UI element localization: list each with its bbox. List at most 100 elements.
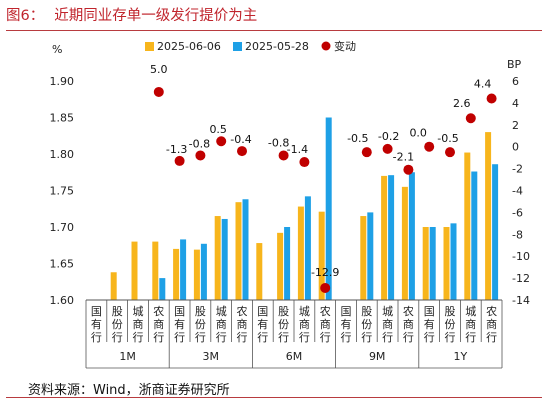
right-tick-label: 6 — [512, 75, 519, 88]
category-label-char: 份 — [361, 318, 372, 331]
category-label: 国有行 — [341, 305, 352, 344]
category-label-char: 商 — [299, 317, 310, 331]
category-label-char: 行 — [153, 331, 164, 344]
bar-series2 — [304, 196, 311, 300]
change-label: -0.8 — [268, 136, 289, 149]
category-label-char: 商 — [133, 317, 144, 331]
change-label: -0.5 — [437, 132, 458, 145]
bar-series1 — [235, 202, 242, 300]
category-label-char: 商 — [237, 317, 248, 331]
title-divider — [6, 30, 542, 31]
bar-series2 — [242, 199, 249, 300]
category-label-char: 国 — [91, 305, 102, 318]
category-label: 国有行 — [424, 305, 435, 344]
category-label-char: 行 — [403, 331, 414, 344]
bar-series2 — [159, 278, 166, 300]
bar-series1 — [193, 249, 200, 300]
legend-label-change: 变动 — [334, 39, 356, 53]
category-label: 城商行 — [133, 305, 144, 344]
source-note: 资料来源：Wind，浙商证券研究所 — [28, 383, 230, 398]
category-label-char: 行 — [445, 331, 456, 344]
category-label-char: 行 — [257, 331, 268, 344]
bar-series1 — [401, 186, 408, 300]
category-label-char: 商 — [153, 317, 164, 331]
bar-series2 — [367, 212, 374, 300]
category-label-char: 行 — [278, 331, 289, 344]
category-label: 国有行 — [257, 305, 268, 344]
category-label-char: 国 — [424, 305, 435, 318]
legend-swatch-series1 — [145, 42, 154, 51]
change-label: 0.5 — [209, 123, 227, 136]
change-marker — [486, 93, 497, 104]
bar-series2 — [388, 175, 395, 300]
change-marker — [361, 147, 372, 158]
bar-series1 — [214, 216, 221, 300]
change-marker — [237, 146, 247, 157]
category-label-char: 国 — [174, 305, 185, 318]
change-marker — [299, 157, 310, 168]
change-label: -2.1 — [393, 151, 414, 164]
category-label-char: 行 — [195, 331, 206, 344]
category-label-char: 行 — [465, 331, 476, 344]
bar-series2 — [429, 227, 436, 300]
category-label-char: 有 — [341, 317, 352, 331]
change-marker — [424, 141, 435, 152]
left-tick-label: 1.85 — [50, 112, 75, 125]
category-label: 农商行 — [486, 304, 497, 344]
bar-series1 — [277, 232, 284, 300]
group-label: 6M — [286, 350, 303, 363]
category-label-char: 商 — [403, 317, 414, 331]
change-label: -0.5 — [347, 132, 368, 145]
category-label-char: 商 — [465, 317, 476, 331]
category-label: 农商行 — [320, 304, 331, 344]
change-label: 2.6 — [453, 97, 471, 110]
category-label-char: 城 — [216, 305, 227, 318]
right-tick-label: -10 — [512, 250, 530, 263]
left-tick-label: 1.80 — [50, 148, 75, 161]
category-label: 股份行 — [445, 305, 456, 344]
bar-series2 — [450, 223, 457, 300]
category-label-char: 行 — [320, 331, 331, 344]
category-label: 股份行 — [195, 305, 206, 344]
category-label-char: 国 — [341, 305, 352, 318]
category-label-char: 行 — [237, 331, 248, 344]
left-tick-label: 1.60 — [50, 294, 75, 307]
bottom-divider — [6, 397, 542, 398]
change-marker — [465, 113, 476, 124]
figure-number: 图6： — [6, 8, 45, 24]
category-label-char: 农 — [403, 304, 414, 318]
bar-series2 — [408, 172, 415, 300]
category-label: 股份行 — [361, 305, 372, 344]
category-label-char: 股 — [112, 305, 123, 318]
category-label-char: 农 — [153, 304, 164, 318]
bar-series1 — [464, 152, 471, 300]
category-label: 股份行 — [112, 305, 123, 344]
group-label: 9M — [369, 350, 386, 363]
change-marker — [445, 147, 455, 158]
category-label-char: 城 — [299, 305, 310, 318]
category-label-char: 商 — [216, 317, 227, 331]
category-label-char: 份 — [112, 318, 123, 331]
category-label-char: 城 — [133, 305, 144, 318]
right-tick-label: -12 — [512, 272, 530, 285]
left-axis-unit: % — [52, 43, 62, 56]
category-label: 农商行 — [403, 304, 414, 344]
bar-series1 — [152, 241, 159, 300]
right-tick-label: -2 — [512, 163, 523, 176]
right-tick-label: -6 — [512, 206, 523, 219]
change-label: 5.0 — [150, 63, 168, 76]
change-label: 0.0 — [409, 127, 427, 140]
bar-series1 — [131, 241, 138, 300]
bar-series1 — [173, 248, 180, 300]
category-label-char: 份 — [195, 318, 206, 331]
right-tick-label: -4 — [512, 185, 523, 198]
category-label-char: 股 — [278, 305, 289, 318]
legend-label-series1: 2025-06-06 — [157, 40, 221, 53]
bar-series1 — [422, 227, 429, 300]
right-tick-label: 4 — [512, 97, 519, 110]
right-tick-label: 0 — [512, 141, 519, 154]
category-label-char: 行 — [91, 331, 102, 344]
category-label-char: 行 — [112, 331, 123, 344]
category-label-char: 行 — [133, 331, 144, 344]
